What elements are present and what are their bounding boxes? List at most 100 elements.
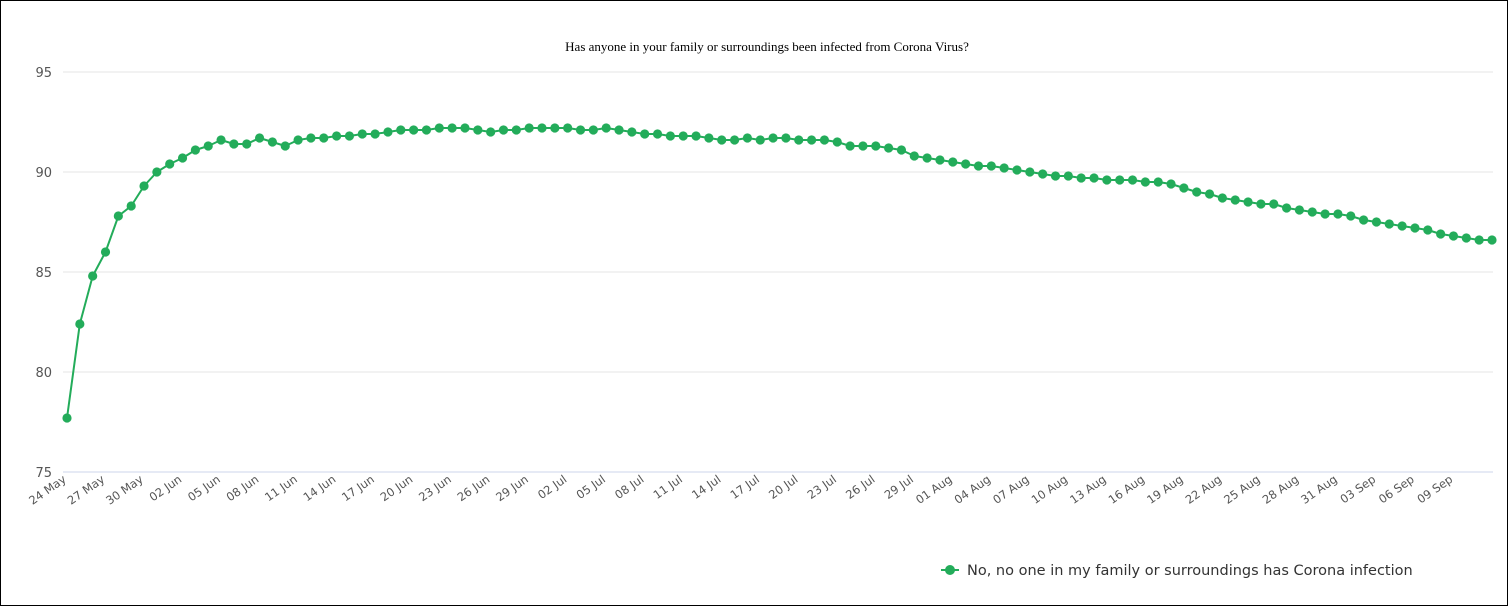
data-point[interactable] xyxy=(448,123,457,132)
data-point[interactable] xyxy=(756,135,765,144)
data-point[interactable] xyxy=(871,141,880,150)
data-point[interactable] xyxy=(1064,171,1073,180)
data-point[interactable] xyxy=(1218,193,1227,202)
data-point[interactable] xyxy=(358,129,367,138)
data-point[interactable] xyxy=(255,133,264,142)
data-point[interactable] xyxy=(1423,225,1432,234)
data-point[interactable] xyxy=(768,133,777,142)
data-point[interactable] xyxy=(550,123,559,132)
data-point[interactable] xyxy=(1179,183,1188,192)
data-point[interactable] xyxy=(114,211,123,220)
data-point[interactable] xyxy=(614,125,623,134)
data-point[interactable] xyxy=(1321,209,1330,218)
data-point[interactable] xyxy=(1449,231,1458,240)
data-point[interactable] xyxy=(139,181,148,190)
data-point[interactable] xyxy=(910,151,919,160)
data-point[interactable] xyxy=(807,135,816,144)
data-point[interactable] xyxy=(858,141,867,150)
data-point[interactable] xyxy=(833,137,842,146)
data-point[interactable] xyxy=(1475,235,1484,244)
data-point[interactable] xyxy=(512,125,521,134)
data-point[interactable] xyxy=(525,123,534,132)
data-point[interactable] xyxy=(1025,167,1034,176)
data-point[interactable] xyxy=(1205,189,1214,198)
data-point[interactable] xyxy=(653,129,662,138)
data-point[interactable] xyxy=(1410,223,1419,232)
data-point[interactable] xyxy=(1308,207,1317,216)
data-point[interactable] xyxy=(1154,177,1163,186)
data-point[interactable] xyxy=(1166,179,1175,188)
data-point[interactable] xyxy=(576,125,585,134)
data-point[interactable] xyxy=(306,133,315,142)
data-point[interactable] xyxy=(948,157,957,166)
data-point[interactable] xyxy=(743,133,752,142)
data-point[interactable] xyxy=(537,123,546,132)
data-point[interactable] xyxy=(820,135,829,144)
data-point[interactable] xyxy=(1231,195,1240,204)
data-point[interactable] xyxy=(88,271,97,280)
data-point[interactable] xyxy=(589,125,598,134)
data-point[interactable] xyxy=(383,127,392,136)
data-point[interactable] xyxy=(884,143,893,152)
data-point[interactable] xyxy=(1038,169,1047,178)
data-point[interactable] xyxy=(974,161,983,170)
data-point[interactable] xyxy=(794,135,803,144)
data-point[interactable] xyxy=(486,127,495,136)
data-point[interactable] xyxy=(204,141,213,150)
data-point[interactable] xyxy=(1089,173,1098,182)
data-point[interactable] xyxy=(1077,173,1086,182)
data-point[interactable] xyxy=(679,131,688,140)
legend[interactable]: No, no one in my family or surroundings … xyxy=(941,563,1413,579)
data-point[interactable] xyxy=(781,133,790,142)
data-point[interactable] xyxy=(62,413,71,422)
data-point[interactable] xyxy=(666,131,675,140)
data-point[interactable] xyxy=(961,159,970,168)
data-point[interactable] xyxy=(473,125,482,134)
data-point[interactable] xyxy=(152,167,161,176)
legend-label[interactable]: No, no one in my family or surroundings … xyxy=(967,563,1413,579)
data-point[interactable] xyxy=(1385,219,1394,228)
data-point[interactable] xyxy=(730,135,739,144)
data-point[interactable] xyxy=(229,139,238,148)
data-point[interactable] xyxy=(691,131,700,140)
data-point[interactable] xyxy=(281,141,290,150)
data-point[interactable] xyxy=(422,125,431,134)
data-point[interactable] xyxy=(1192,187,1201,196)
data-point[interactable] xyxy=(563,123,572,132)
data-point[interactable] xyxy=(1256,199,1265,208)
data-point[interactable] xyxy=(409,125,418,134)
data-point[interactable] xyxy=(1295,205,1304,214)
data-point[interactable] xyxy=(460,123,469,132)
data-point[interactable] xyxy=(602,123,611,132)
data-point[interactable] xyxy=(499,125,508,134)
data-point[interactable] xyxy=(396,125,405,134)
data-point[interactable] xyxy=(1487,235,1496,244)
data-point[interactable] xyxy=(319,133,328,142)
data-point[interactable] xyxy=(1141,177,1150,186)
data-point[interactable] xyxy=(846,141,855,150)
data-point[interactable] xyxy=(293,135,302,144)
data-point[interactable] xyxy=(345,131,354,140)
data-point[interactable] xyxy=(1436,229,1445,238)
data-point[interactable] xyxy=(1282,203,1291,212)
data-point[interactable] xyxy=(1462,233,1471,242)
data-point[interactable] xyxy=(1128,175,1137,184)
data-point[interactable] xyxy=(704,133,713,142)
data-point[interactable] xyxy=(242,139,251,148)
data-point[interactable] xyxy=(1346,211,1355,220)
data-point[interactable] xyxy=(1102,175,1111,184)
data-point[interactable] xyxy=(371,129,380,138)
data-point[interactable] xyxy=(1398,221,1407,230)
data-point[interactable] xyxy=(1115,175,1124,184)
data-point[interactable] xyxy=(1243,197,1252,206)
data-point[interactable] xyxy=(1359,215,1368,224)
data-point[interactable] xyxy=(717,135,726,144)
data-point[interactable] xyxy=(1051,171,1060,180)
data-point[interactable] xyxy=(75,319,84,328)
data-point[interactable] xyxy=(178,153,187,162)
data-point[interactable] xyxy=(935,155,944,164)
data-point[interactable] xyxy=(216,135,225,144)
data-point[interactable] xyxy=(640,129,649,138)
data-point[interactable] xyxy=(1000,163,1009,172)
data-point[interactable] xyxy=(987,161,996,170)
